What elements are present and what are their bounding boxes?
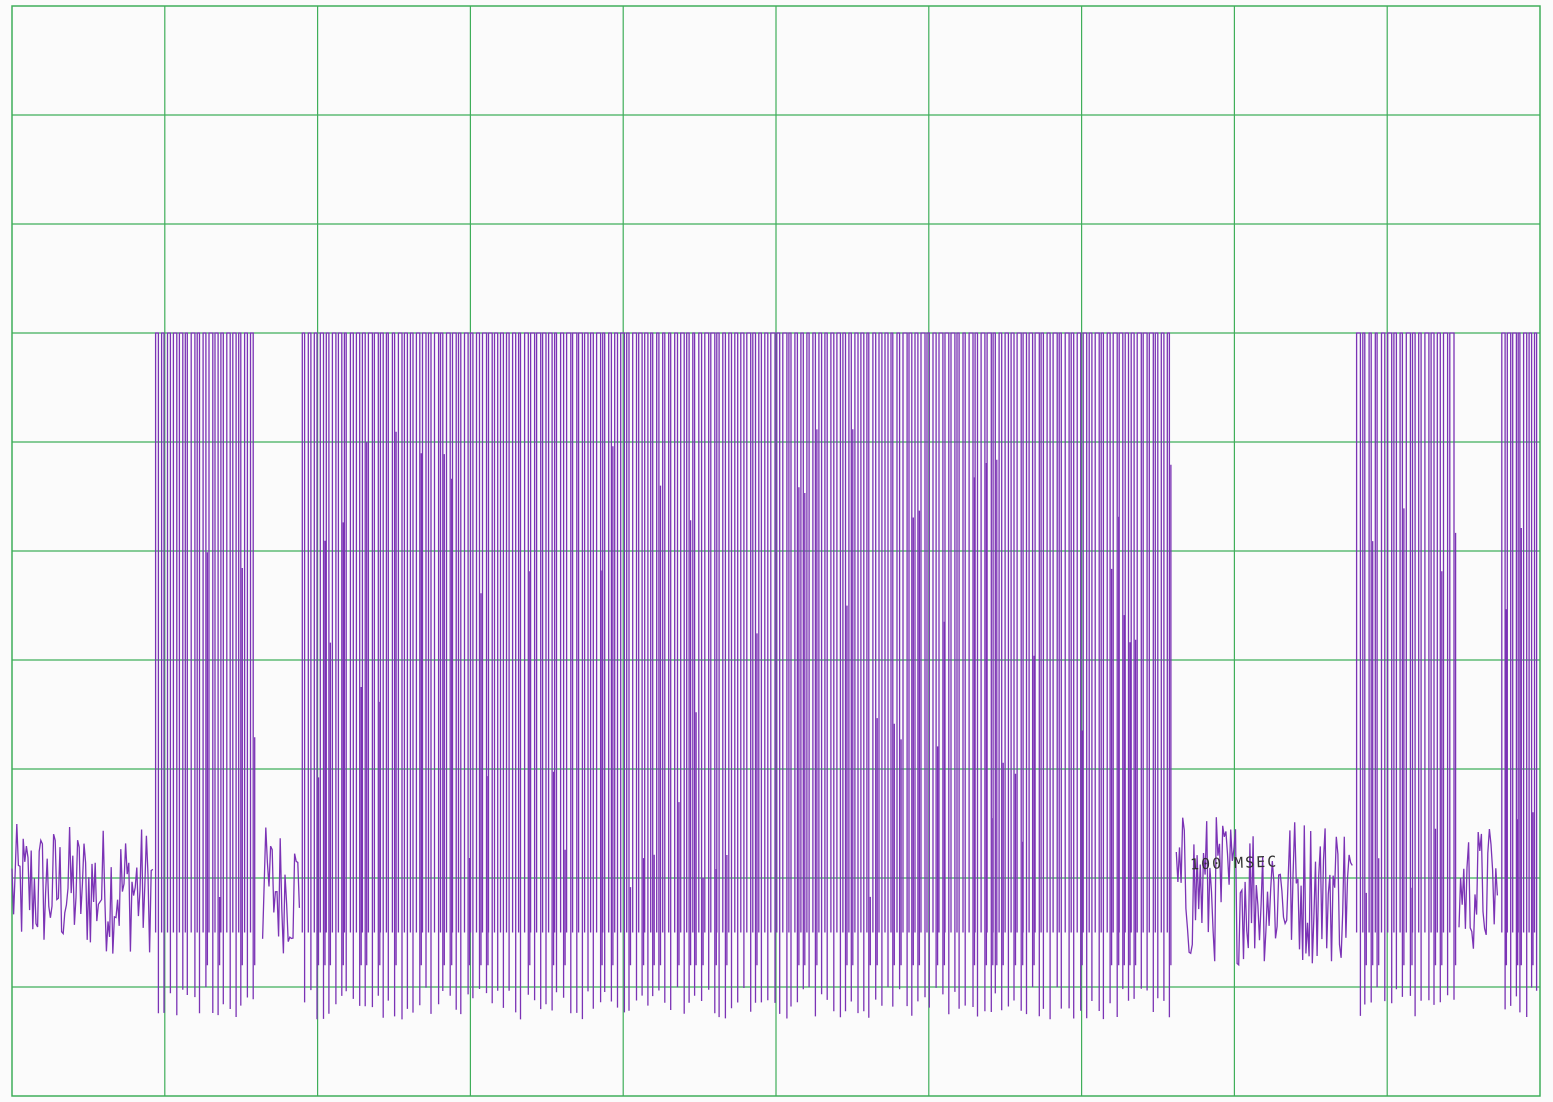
noise-segment <box>1175 817 1353 967</box>
trace-path <box>261 827 301 954</box>
noise-segment <box>1458 829 1499 949</box>
pulse-burst <box>301 332 1172 1020</box>
trace-path <box>1175 817 1353 967</box>
trace-path <box>11 823 154 954</box>
trace-path <box>1355 332 1457 1017</box>
trace-path <box>1458 829 1499 949</box>
trace-path <box>301 332 1172 1020</box>
pulse-burst <box>1501 332 1538 1017</box>
noise-segment <box>261 827 301 954</box>
pulse-burst <box>1355 332 1457 1017</box>
trace-path <box>154 332 256 1017</box>
time-scale-annotation: 100 MSEC <box>1189 852 1279 874</box>
signal-trace <box>11 332 1538 1020</box>
noise-segment <box>11 823 154 954</box>
trace-path <box>1501 332 1538 1017</box>
pulse-burst <box>154 332 256 1017</box>
